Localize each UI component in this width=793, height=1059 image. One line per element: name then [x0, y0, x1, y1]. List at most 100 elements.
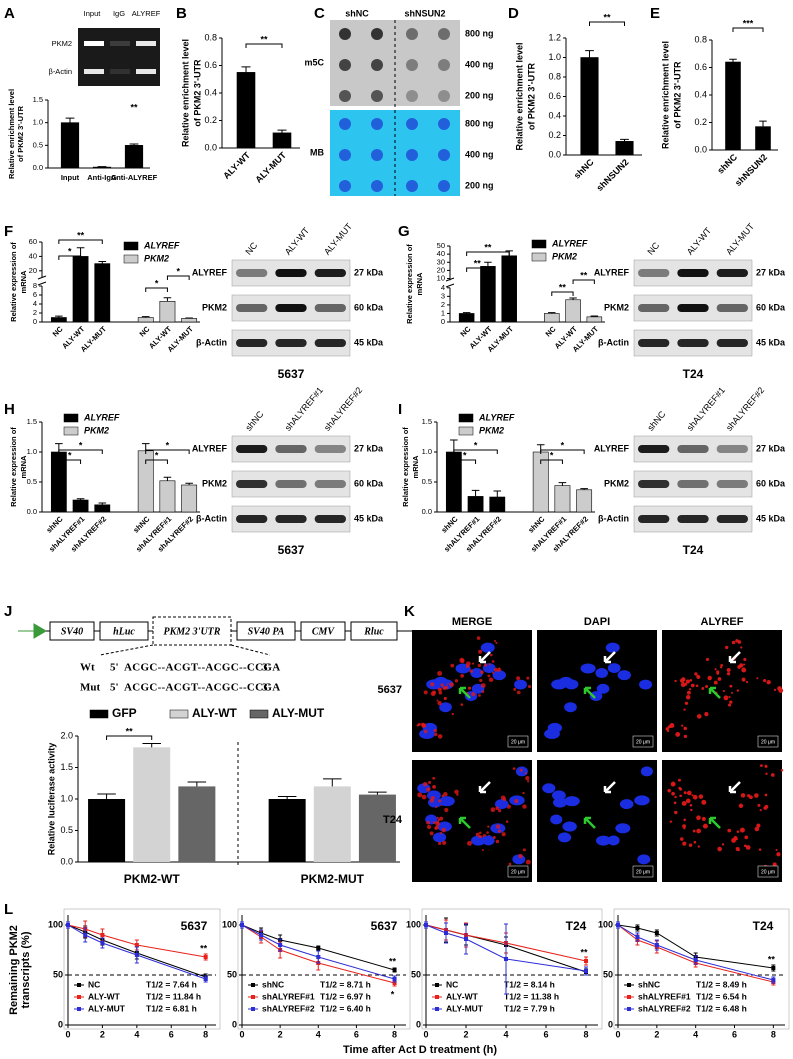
size-label: 27 kDa — [354, 267, 384, 277]
y-axis-label: mRNA — [19, 270, 28, 294]
row-label: PKM2 — [202, 302, 227, 312]
y-tick-label: 0.8 — [204, 32, 217, 42]
y-tick-label: 1.0 — [60, 793, 73, 803]
y-tick-label: 8 — [33, 281, 37, 290]
decoration — [672, 782, 675, 785]
row-label: T24 — [383, 814, 403, 826]
sequence: ACGC--ACGT--ACGC--CCGA — [124, 662, 281, 674]
significance: * — [68, 450, 72, 460]
decoration — [371, 59, 383, 71]
decoration — [449, 682, 454, 687]
decoration — [698, 794, 704, 799]
y-tick-label: 0.6 — [548, 91, 561, 101]
decoration — [681, 677, 686, 682]
y-axis-label: transcripts (%) — [20, 931, 32, 1008]
y-axis-label: mRNA — [415, 272, 424, 296]
y-tick-label: 50 — [227, 969, 237, 979]
decoration — [638, 515, 670, 523]
decoration — [696, 674, 701, 680]
decoration — [683, 708, 686, 711]
decoration — [99, 621, 149, 641]
decoration — [350, 621, 398, 641]
significance: ** — [200, 943, 208, 953]
bar — [92, 166, 112, 169]
error-bar — [163, 476, 172, 481]
decoration — [477, 663, 482, 668]
decoration — [435, 805, 438, 809]
row-label: ALYREF — [192, 443, 228, 453]
decoration — [478, 694, 481, 697]
decoration — [497, 829, 502, 833]
decoration — [595, 668, 609, 679]
x-tick-label: Anti-ALYREF — [111, 173, 158, 182]
decoration — [713, 680, 718, 685]
cell-line: 5637 — [278, 543, 305, 557]
group-label: shNC — [345, 8, 369, 18]
decoration — [426, 824, 432, 830]
point — [616, 923, 620, 927]
decoration — [757, 735, 779, 748]
decoration — [275, 269, 307, 277]
decoration — [705, 685, 709, 689]
row-label: β-Actin — [49, 67, 73, 76]
decoration — [434, 825, 439, 830]
decoration — [637, 854, 651, 865]
decoration — [58, 255, 82, 260]
y-tick-label: 0.2 — [694, 117, 707, 127]
row-label: β-Actin — [598, 337, 629, 347]
decoration — [512, 767, 516, 770]
decoration — [236, 304, 268, 312]
point — [654, 943, 659, 947]
significance: ** — [77, 230, 85, 240]
lane-label: NC — [645, 240, 661, 257]
decoration — [708, 816, 721, 829]
decoration — [690, 683, 695, 688]
row-label: ALYREF — [594, 443, 630, 453]
decoration — [435, 1007, 439, 1011]
decoration — [723, 695, 729, 701]
y-tick-label: 1.0 — [27, 447, 37, 456]
bar — [159, 480, 176, 513]
decoration — [735, 847, 740, 852]
decoration — [314, 339, 346, 347]
decoration — [488, 677, 494, 683]
legend-swatch — [458, 426, 474, 436]
decoration — [478, 781, 491, 794]
decoration — [743, 657, 747, 662]
error-bar — [129, 143, 139, 146]
decoration — [693, 840, 697, 844]
decoration — [439, 832, 443, 835]
error-bar — [759, 120, 767, 127]
decoration — [481, 690, 485, 693]
legend-label: shNC — [638, 979, 660, 989]
decoration — [692, 829, 696, 833]
decoration — [677, 778, 681, 782]
decoration — [493, 639, 497, 643]
decoration — [615, 823, 631, 834]
decoration — [436, 699, 439, 702]
decoration — [525, 776, 530, 781]
legend-swatch — [123, 241, 139, 251]
decoration — [757, 865, 779, 878]
decoration — [736, 830, 740, 833]
decoration — [696, 815, 701, 821]
bar — [137, 317, 154, 323]
y-tick-label: 0.0 — [204, 142, 217, 152]
decoration — [739, 827, 745, 833]
decoration — [486, 831, 489, 834]
construct-label: CMV — [312, 626, 336, 637]
decoration — [495, 824, 501, 829]
decoration — [339, 149, 351, 161]
decoration — [479, 678, 483, 683]
decoration — [406, 90, 418, 102]
y-tick-label: 50 — [53, 969, 63, 979]
decoration — [759, 809, 762, 812]
legend-label: ALYREF — [551, 238, 588, 248]
significance: * — [155, 450, 159, 460]
decoration — [491, 660, 495, 663]
x-tick-label: 4 — [316, 1029, 321, 1039]
bar — [268, 799, 306, 862]
error-bar — [97, 793, 116, 799]
y-axis-label: Relative expression of — [401, 427, 410, 507]
decoration — [771, 773, 775, 777]
